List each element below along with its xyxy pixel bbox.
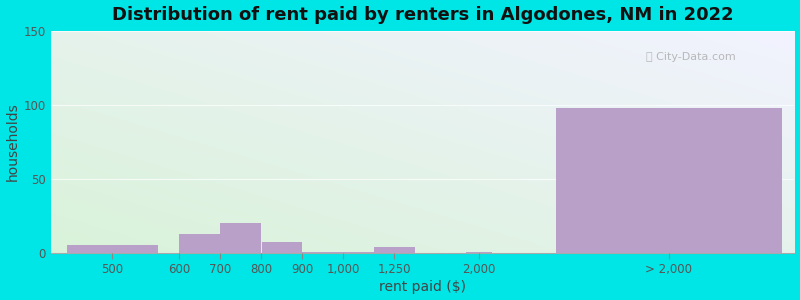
Text: ⓘ City-Data.com: ⓘ City-Data.com bbox=[646, 52, 735, 62]
Bar bbox=[334, 252, 374, 253]
Title: Distribution of rent paid by renters in Algodones, NM in 2022: Distribution of rent paid by renters in … bbox=[112, 6, 734, 24]
Y-axis label: households: households bbox=[6, 102, 19, 181]
Bar bbox=[466, 252, 492, 253]
Bar bbox=[221, 223, 261, 253]
Bar bbox=[302, 252, 333, 253]
Bar bbox=[67, 245, 158, 253]
Bar bbox=[374, 247, 414, 253]
X-axis label: rent paid ($): rent paid ($) bbox=[379, 280, 466, 294]
Bar bbox=[262, 242, 302, 253]
Bar bbox=[179, 234, 220, 253]
Bar bbox=[556, 108, 782, 253]
